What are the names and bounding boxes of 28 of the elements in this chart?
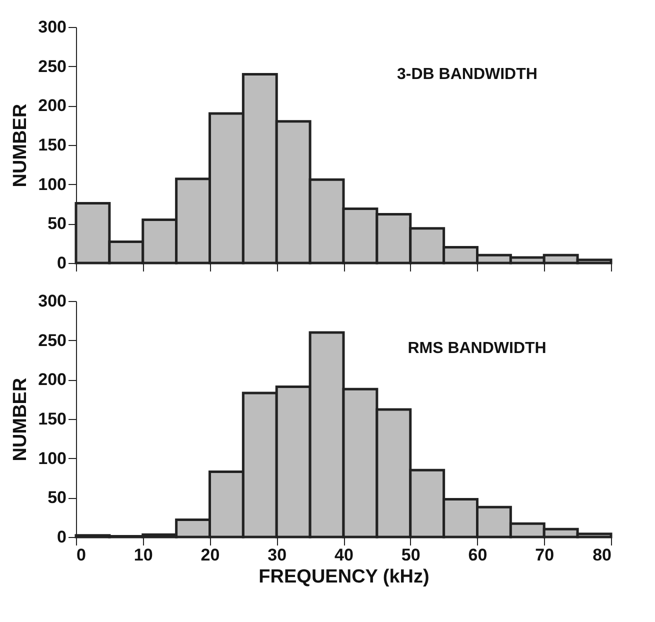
annotation: RMS BANDWIDTH (408, 340, 546, 358)
x-tick-label: 50 (401, 546, 420, 564)
y-tick-label: 50 (48, 488, 66, 508)
y-tick-label: 50 (48, 214, 66, 234)
y-tick-label: 0 (57, 254, 66, 272)
y-tick-label: 150 (38, 136, 66, 154)
y-tick-label: 250 (38, 330, 66, 350)
y-axis-title: NUMBER (10, 104, 32, 188)
y-tick-label: 300 (38, 18, 66, 36)
x-tick-label: 20 (200, 546, 220, 564)
y-axis-title: NUMBER (10, 378, 32, 462)
x-tick-label: 70 (535, 546, 554, 564)
x-tick-label: 80 (592, 546, 612, 564)
x-axis-title: FREQUENCY (kHz) (258, 566, 430, 588)
annotation: 3-DB BANDWIDTH (397, 66, 538, 84)
y-tick-label: 200 (38, 370, 66, 390)
x-tick-label: 0 (76, 546, 86, 564)
y-tick-label: 150 (38, 410, 66, 428)
x-tick-label: 40 (334, 546, 354, 564)
y-tick-label: 100 (38, 174, 66, 194)
x-tick-label: 30 (268, 546, 287, 564)
y-tick-label: 200 (38, 96, 66, 116)
y-tick-label: 300 (38, 292, 66, 310)
x-tick-label: 60 (468, 546, 488, 564)
x-tick-label: 10 (134, 546, 153, 564)
y-tick-label: 0 (57, 528, 66, 546)
y-tick-label: 250 (38, 56, 66, 76)
y-tick-label: 100 (38, 448, 66, 468)
